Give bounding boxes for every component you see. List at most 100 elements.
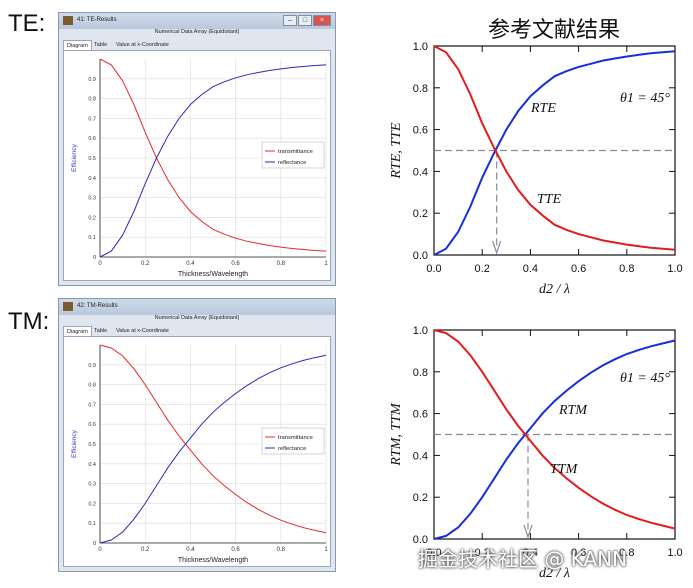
x-axis-label: Thickness/Wavelength [178, 557, 248, 564]
legend-label: reflectance [278, 160, 306, 166]
x-tick-label: 1 [324, 261, 328, 267]
x-tick-label: 0.4 [523, 263, 538, 275]
y-tick-label: 0.3 [88, 196, 96, 202]
app-icon [63, 16, 73, 25]
watermark-text: 掘金技术社区 @ KANN [418, 547, 628, 571]
r-curve-annotation: RTE [530, 101, 556, 116]
x-axis-label: d2 / λ [539, 282, 570, 297]
y-axis-label: RTM, TTM [389, 402, 404, 467]
y-axis-label: RTE, TTE [389, 122, 404, 179]
y-tick-label: 0.4 [88, 462, 96, 468]
legend: transmittance reflectance [261, 141, 325, 169]
series-reflectance [99, 64, 327, 258]
tab-table[interactable]: Table [94, 328, 108, 334]
te-results-window: 41: TE-Results – □ × Numerical Data Arra… [58, 12, 336, 286]
x-tick-label: 0.8 [277, 547, 286, 553]
y-tick-label: 0.1 [88, 521, 96, 527]
tab-table[interactable]: Table [94, 42, 108, 48]
window-titlebar[interactable]: 42: TM-Results [59, 299, 335, 315]
crossing-arrow [492, 240, 502, 255]
x-tick-label: 1.0 [667, 547, 682, 559]
reference-te-chart: 0.0 0.2 0.4 0.6 0.8 1.0 0.0 0.2 0.4 0.6 0.8 1.0 RTE T… [389, 41, 683, 297]
tab-diagram[interactable]: Diagram [63, 326, 92, 336]
y-tick-label: 0.2 [88, 215, 96, 221]
tab-value-at-x[interactable]: Value at x-Coordinate [116, 42, 169, 48]
x-tick-label: 0 [98, 261, 102, 267]
x-tick-label: 0.6 [571, 263, 586, 275]
x-tick-label: 0.6 [231, 261, 240, 267]
y-tick-label: 0.0 [413, 250, 428, 262]
series-RTM [433, 339, 676, 540]
x-tick-label: 0 [98, 547, 102, 553]
x-tick-label: 0.4 [523, 547, 538, 559]
x-tick-label: 0.2 [141, 261, 150, 267]
t-curve-annotation: TTE [537, 192, 562, 207]
x-tick-label: 0.4 [186, 261, 195, 267]
y-tick-label: 0.9 [88, 77, 96, 83]
x-tick-label: 0.4 [186, 547, 195, 553]
tab-value-at-x[interactable]: Value at x-Coordinate [116, 328, 169, 334]
x-tick-label: 0.8 [277, 261, 286, 267]
series-transmittance [99, 344, 327, 534]
diagram-panel: 0 0.1 0.2 0.3 0.4 0.5 0.6 0.7 0.8 0.9 0 0.2 0.4 0.6 0.… [63, 336, 331, 567]
y-tick-label: 0.4 [413, 450, 428, 462]
y-tick-label: 0.2 [413, 208, 428, 220]
angle-annotation: θ1 = 45° [620, 371, 670, 386]
series-reflectance [99, 354, 327, 544]
reference-tm-chart: 0.0 0.2 0.4 0.6 0.8 1.0 0.0 0.2 0.4 0.6 0.8 1.0 RTM T… [389, 325, 683, 581]
tm-results-window: 42: TM-Results Numerical Data Array (Equ… [58, 298, 336, 572]
window-titlebar[interactable]: 41: TE-Results – □ × [59, 13, 335, 29]
x-tick-label: 0.2 [475, 263, 490, 275]
y-tick-label: 1.0 [413, 325, 428, 337]
x-axis-label: d2 / λ [539, 566, 570, 581]
y-tick-label: 0.9 [88, 363, 96, 369]
reference-results-title: 参考文献结果 [488, 18, 621, 43]
y-tick-label: 0.7 [88, 116, 96, 122]
x-tick-label: 0.8 [619, 547, 634, 559]
series-TTM [433, 329, 676, 530]
legend-label: transmittance [278, 149, 313, 155]
crossing-arrow [523, 524, 533, 539]
maximize-button[interactable]: □ [298, 15, 312, 26]
y-tick-label: 0.8 [413, 83, 428, 95]
y-tick-label: 0.4 [88, 176, 96, 182]
x-tick-label: 1.0 [667, 263, 682, 275]
y-tick-label: 0.5 [88, 156, 96, 162]
tab-diagram[interactable]: Diagram [63, 40, 92, 50]
y-tick-label: 0.2 [413, 492, 428, 504]
x-tick-label: 0.8 [619, 263, 634, 275]
t-curve-annotation: TTM [550, 462, 579, 477]
tm-label: TM: [8, 308, 50, 335]
tm-efficiency-chart: 0 0.1 0.2 0.3 0.4 0.5 0.6 0.7 0.8 0.9 0 0.2 0.4 0.6 0.… [71, 344, 328, 564]
series-TTE [433, 45, 676, 251]
x-tick-label: 0.0 [426, 263, 441, 275]
r-curve-annotation: RTM [558, 403, 588, 418]
legend-label: reflectance [278, 446, 306, 452]
x-tick-label: 1 [324, 547, 328, 553]
y-tick-label: 0.6 [88, 422, 96, 428]
y-tick-label: 1.0 [413, 41, 428, 53]
y-tick-label: 0.6 [413, 409, 428, 421]
app-icon [63, 302, 73, 311]
y-tick-label: 0.1 [88, 235, 96, 241]
x-axis-label: Thickness/Wavelength [178, 271, 248, 278]
y-axis-label: Efficiency [71, 143, 78, 171]
series-RTE [433, 50, 676, 256]
minimize-button[interactable]: – [283, 15, 297, 26]
te-efficiency-chart: 0 0.1 0.2 0.3 0.4 0.5 0.6 0.7 0.8 0.9 0 0.2 0.4 0.6 0.… [71, 58, 328, 278]
legend-box [261, 141, 325, 169]
close-button[interactable]: × [313, 15, 331, 26]
x-tick-label: 0.2 [141, 547, 150, 553]
y-tick-label: 0.0 [413, 534, 428, 546]
legend-label: transmittance [278, 435, 313, 441]
series-transmittance [99, 58, 327, 252]
legend-box [261, 427, 325, 455]
x-tick-label: 0.0 [426, 547, 441, 559]
y-tick-label: 0 [93, 541, 96, 547]
y-tick-label: 0.8 [88, 383, 96, 389]
y-tick-label: 0.2 [88, 501, 96, 507]
te-label: TE: [8, 10, 46, 37]
x-tick-label: 0.2 [475, 547, 490, 559]
window-subtitle: Numerical Data Array (Equidistant) [154, 29, 240, 35]
window-title: 41: TE-Results [77, 17, 117, 23]
